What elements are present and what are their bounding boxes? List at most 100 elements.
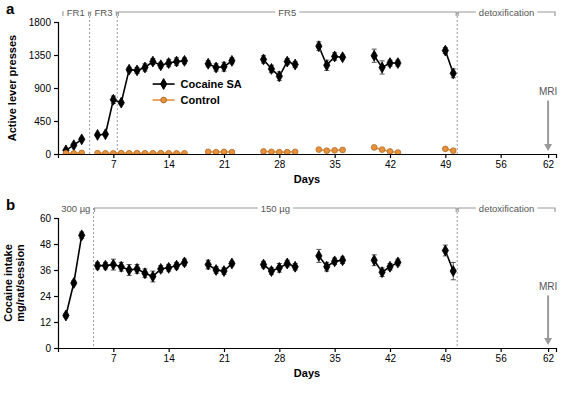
plot-area [63,230,457,321]
data-point [332,51,338,62]
data-point [332,147,338,153]
data-point [79,134,85,145]
data-point [71,140,77,151]
tick: 49 [440,154,452,170]
tick-mark [445,348,446,352]
data-point [339,255,345,266]
data-point [110,150,116,154]
phase-divider [89,12,90,154]
data-point [134,263,140,274]
series-line [319,256,343,267]
data-point [260,54,266,65]
tick: 7 [111,348,117,364]
arrow-label: MRI [539,281,557,292]
data-point [126,64,132,75]
phase-label: detoxification [479,203,534,214]
tick-mark [54,348,58,349]
data-point [339,52,345,63]
tick: 1350 [29,50,58,61]
tick-mark [113,348,114,352]
error-bar [372,255,377,266]
tick-label: 56 [496,159,508,170]
tick-label: 450 [34,116,51,127]
data-point [324,261,330,272]
error-bar [443,245,448,256]
phase-label-bg [64,7,88,18]
data-point [395,150,401,154]
series-line [374,56,398,68]
data-point [284,258,290,269]
data-point [284,56,290,67]
data-point [450,148,456,154]
phase-label-bg [91,7,115,18]
data-point [371,255,377,266]
x-axis-title: Days [294,173,320,185]
phase-label: FR3 [94,7,112,18]
tick-label: 42 [385,159,397,170]
data-point [387,58,393,69]
tick-mark [169,154,170,158]
tick: 28 [274,348,286,364]
tick-mark [54,22,58,23]
data-point [268,266,274,277]
tick: 36 [40,265,58,276]
data-point [292,261,298,272]
data-point [229,149,235,154]
tick-mark [54,218,58,219]
data-point [158,60,164,71]
data-point [316,147,322,153]
tick-label: 49 [440,353,452,364]
data-point [213,62,219,73]
series-line [98,61,185,135]
annotations: FR1FR3FR5detoxificationMRI [63,7,557,155]
data-point [71,278,77,289]
data-point [379,267,385,278]
tick-mark [279,154,280,158]
data-point [205,149,211,154]
tick-mark [548,348,549,352]
tick-mark [113,154,114,158]
error-bar [316,249,321,262]
data-point [387,261,393,272]
tick-label: 62 [543,159,555,170]
data-point [134,65,140,76]
legend-marker [160,79,166,90]
data-point [150,150,156,154]
tick: 62 [543,154,555,170]
phase-label-bg [476,203,537,214]
data-point [221,266,227,277]
arrow-head [544,144,552,151]
data-point [379,147,385,153]
tick-mark [390,154,391,158]
panel: FR1FR3FR5detoxificationMRI71421283542495… [6,0,557,185]
tick-mark [390,348,391,352]
series-line [66,235,82,315]
data-point [166,58,172,69]
phase-label-bg [258,203,293,214]
phase-label: 300 µg [61,203,90,214]
data-point [181,55,187,66]
axis-line [54,23,59,155]
tick: 14 [164,154,176,170]
data-point [110,94,116,105]
data-point [379,62,385,73]
legend-label: Cocaine SA [181,78,242,90]
data-point [205,259,211,270]
data-point [181,257,187,268]
data-point [284,149,290,154]
data-point [387,149,393,154]
series-line [208,61,232,68]
data-point [142,62,148,73]
tick: 42 [385,154,397,170]
annotations: 300 µg150 µgdetoxificationMRI [58,203,557,349]
tick-mark [54,270,58,271]
legend: Cocaine SAControl [153,78,242,106]
tick: 56 [496,154,508,170]
tick: 42 [385,348,397,364]
tick-label: 0 [45,343,51,354]
data-point [260,259,266,270]
data-point [261,149,267,154]
tick: 48 [40,239,58,250]
tick-label: 28 [274,353,286,364]
data-point [103,150,109,154]
